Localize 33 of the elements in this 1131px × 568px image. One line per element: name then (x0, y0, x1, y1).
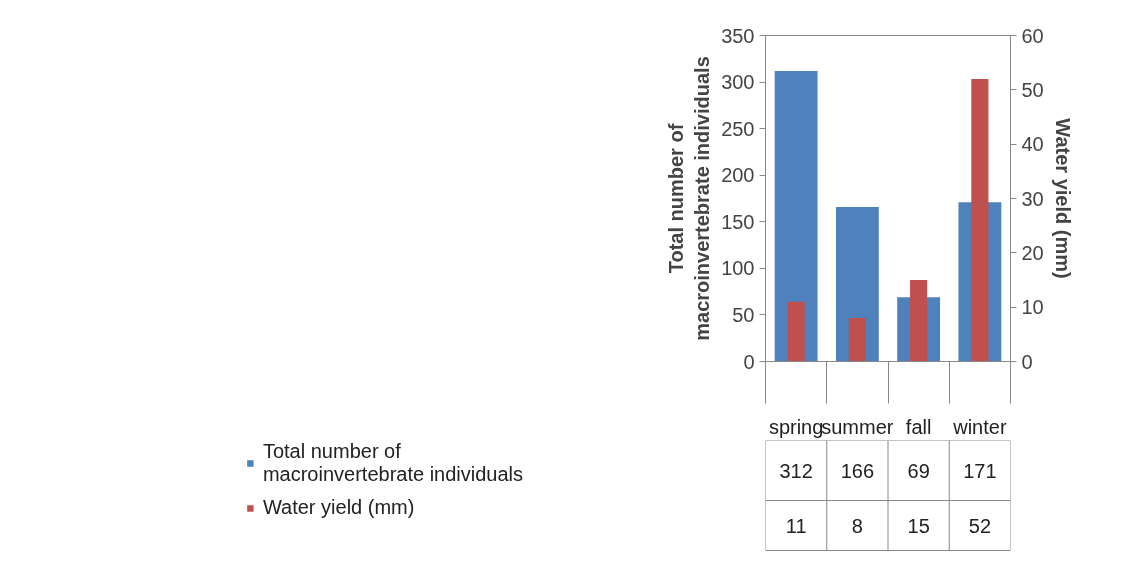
legend-label: Total number of macroinvertebrate individuals (262, 440, 524, 486)
y2-tick-label: 0 (1021, 350, 1033, 373)
data-label: 8 (851, 514, 863, 537)
y2-axis-title: Water yield (mm) (1051, 118, 1074, 279)
y-tick-label: 100 (721, 257, 755, 280)
data-label: 11 (785, 514, 807, 537)
data-label: 52 (968, 514, 991, 537)
y-axis-title: Total number of macroinvertebrate individuals (664, 56, 714, 341)
y-tick-label: 200 (721, 164, 755, 187)
y2-tick-label: 50 (1021, 78, 1044, 101)
bar (774, 70, 818, 362)
legend-label: Water yield (mm) (262, 496, 415, 519)
data-label: 69 (907, 459, 930, 482)
y-tick-label: 300 (721, 71, 755, 94)
y2-tick-label: 20 (1021, 241, 1044, 264)
data-label: 171 (963, 459, 997, 482)
data-label: 312 (779, 459, 813, 482)
x-tick-label: winter (952, 415, 1007, 438)
x-tick-label: summer (821, 415, 894, 438)
y-tick-label: 150 (721, 210, 755, 233)
y2-tick-label: 40 (1021, 133, 1044, 156)
y2-tick-label: 10 (1021, 296, 1044, 319)
bar (787, 301, 805, 362)
y-tick-label: 250 (721, 117, 755, 140)
y2-tick-label: 60 (1021, 24, 1044, 47)
bar (848, 318, 866, 362)
y-tick-label: 50 (732, 303, 755, 326)
data-label: 15 (907, 514, 930, 537)
data-label: 166 (840, 459, 875, 482)
y2-tick-label: 30 (1021, 187, 1044, 210)
y-tick-label: 350 (721, 24, 755, 47)
y-tick-label: 0 (743, 350, 755, 373)
x-tick-label: fall (905, 415, 932, 438)
